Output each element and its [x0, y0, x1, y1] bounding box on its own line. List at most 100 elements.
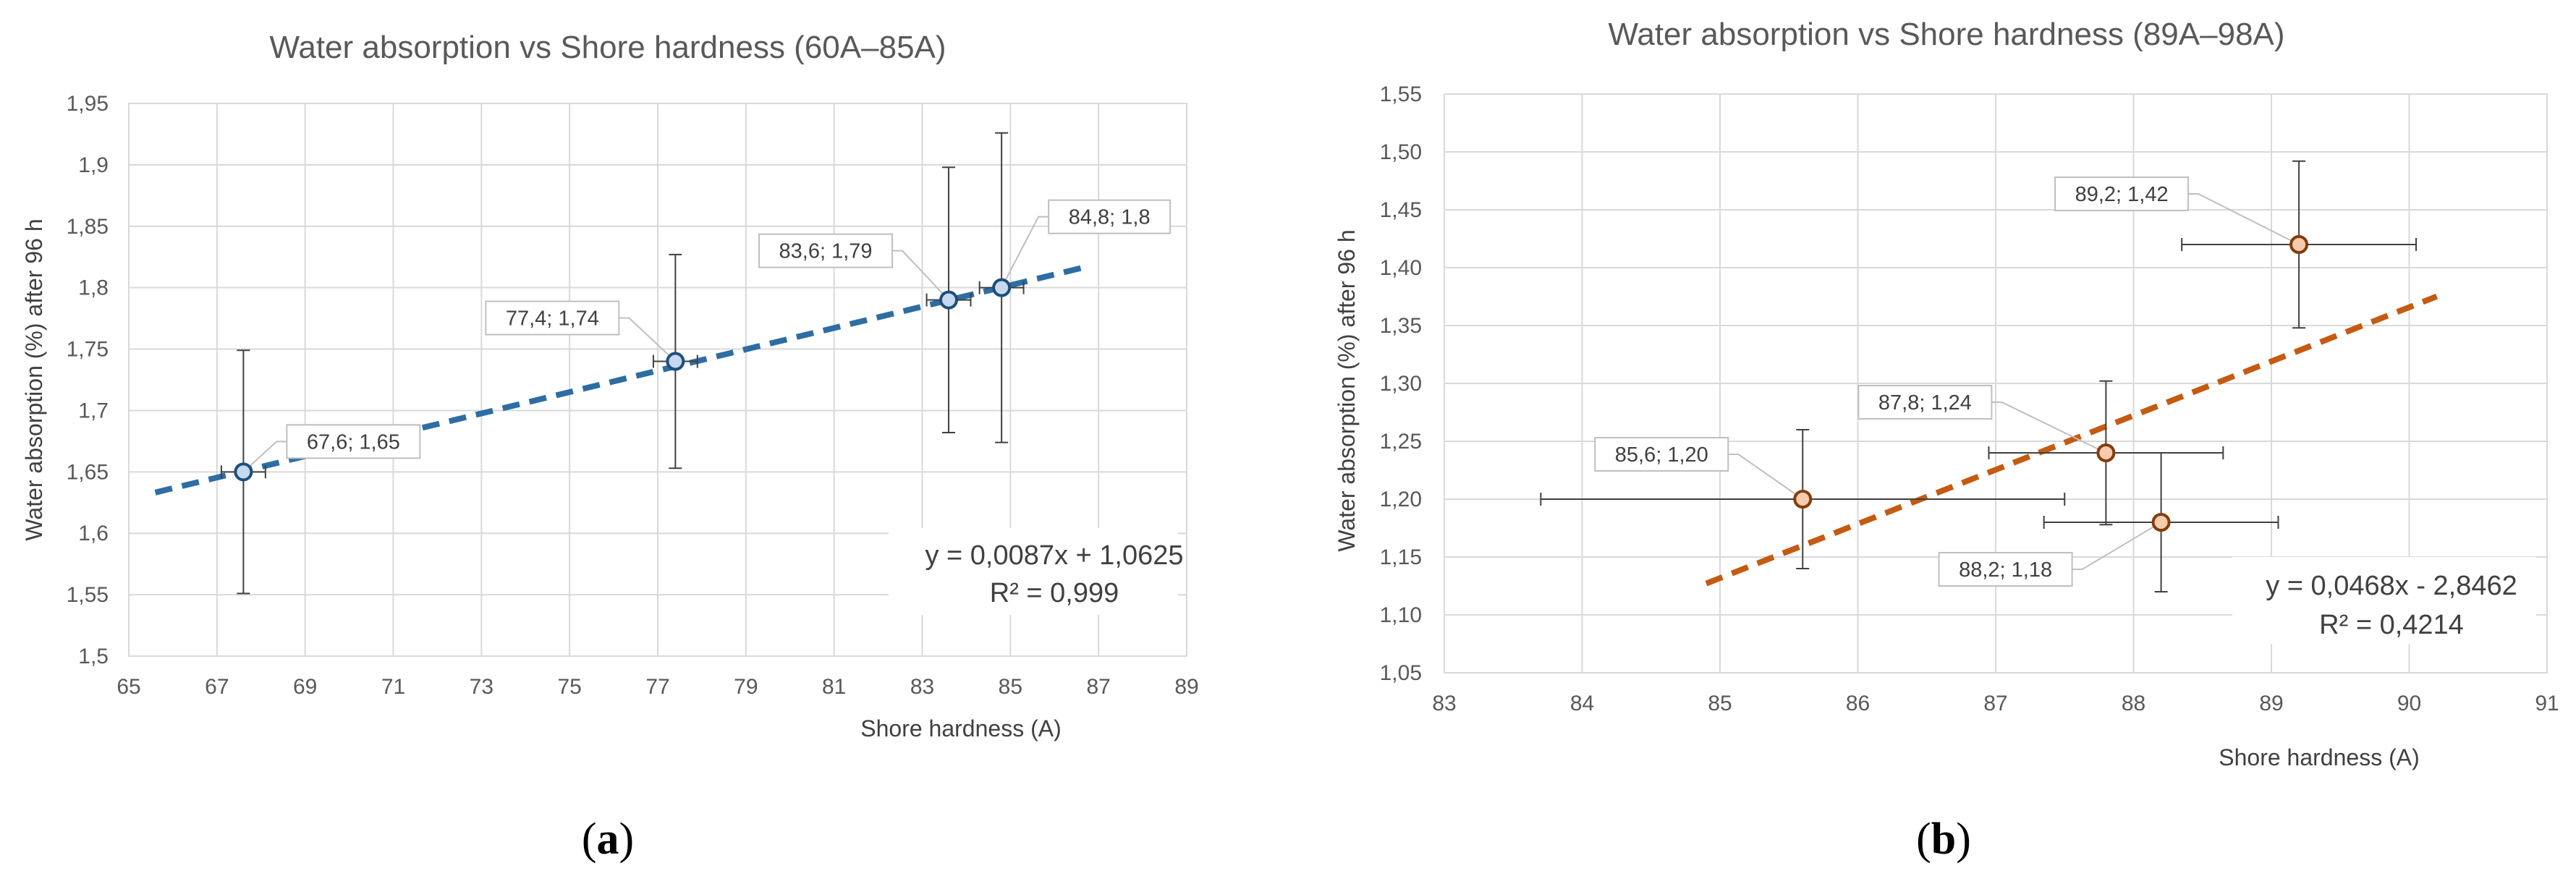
x-tick-label: 75	[557, 675, 581, 699]
data-label: 83,6; 1,79	[779, 240, 873, 263]
label-leader-line	[1991, 401, 2106, 454]
chart-b-x-axis-label: Shore hardness (A)	[2219, 744, 2419, 770]
x-tick-label: 79	[734, 675, 758, 699]
data-label-box	[1048, 199, 1172, 234]
data-label-box	[1857, 385, 1993, 420]
x-tick-label: 77	[645, 675, 669, 699]
chart-a-title: Water absorption vs Shore hardness (60A–…	[269, 30, 946, 65]
chart-b-y-ticks: 1,05 1,10 1,15 1,20 1,25 1,30 1,35 1,40 1,45 1,50…	[1380, 82, 1422, 685]
data-label: 89,2; 1,42	[2075, 183, 2169, 206]
data-point	[2289, 235, 2309, 254]
x-tick-label: 91	[2535, 692, 2559, 715]
chart-b-y-axis-label: Water absorption (%) after 96 h	[1334, 229, 1360, 551]
data-label-box	[1594, 437, 1729, 472]
chart-b-title: Water absorption vs Shore hardness (89A–…	[1608, 17, 2284, 52]
x-tick-label: 87	[1983, 692, 2007, 715]
data-label-box	[758, 233, 894, 268]
x-tick-label: 67	[205, 675, 229, 699]
y-tick-label: 1,30	[1380, 372, 1422, 396]
chart-a-x-ticks: 65 67 69 71 73 75 77 79 81 83 85 87 89	[116, 675, 1198, 699]
x-tick-label: 84	[1570, 692, 1594, 715]
y-tick-label: 1,9	[78, 153, 109, 177]
chart-b-x-ticks: 83 84 85 86 87 88 89 90 91	[1432, 692, 2559, 715]
chart-b-equation: y = 0,0468x - 2,8462	[2266, 571, 2517, 601]
chart-a-equation-box	[889, 528, 1178, 615]
chart-a-y-ticks: 1,5 1,55 1,6 1,65 1,7 1,75 1,8 1,85 1,9 1,95	[67, 92, 109, 668]
chart-a-error-bars	[220, 132, 1025, 595]
data-label-box	[485, 300, 620, 336]
data-label-box	[286, 424, 421, 459]
data-label: 84,8; 1,8	[1069, 206, 1151, 229]
chart-b-data-labels: 85,6; 1,20 87,8; 1,24 88,2; 1,18 89,2; 1,42	[1594, 177, 2190, 587]
chart-b-equation-box	[2232, 557, 2536, 644]
y-tick-label: 1,55	[67, 583, 109, 607]
x-tick-label: 88	[2122, 692, 2145, 715]
x-tick-label: 71	[381, 675, 405, 699]
y-tick-label: 1,5	[78, 645, 109, 668]
y-tick-label: 1,55	[1380, 82, 1422, 106]
chart-a-x-axis-label: Shore hardness (A)	[860, 715, 1061, 741]
data-point	[234, 462, 253, 482]
y-tick-label: 1,7	[78, 399, 109, 422]
label-leader-line	[1001, 216, 1049, 289]
y-tick-label: 1,50	[1380, 140, 1422, 164]
y-tick-label: 1,20	[1380, 488, 1422, 511]
x-tick-label: 83	[910, 675, 934, 699]
data-point	[939, 290, 959, 310]
chart-a-data-labels: 67,6; 1,65 77,4; 1,74 83,6; 1,79 84,8; 1,8	[286, 199, 1172, 459]
y-tick-label: 1,6	[78, 522, 109, 545]
chart-a-trendline	[154, 263, 1090, 496]
data-point	[992, 278, 1012, 297]
data-label: 77,4; 1,74	[506, 307, 599, 331]
label-leader-line	[1728, 454, 1803, 500]
y-tick-label: 1,10	[1380, 603, 1422, 627]
x-tick-label: 81	[822, 675, 846, 699]
data-point	[666, 352, 685, 371]
y-tick-label: 1,75	[67, 338, 109, 362]
x-tick-label: 89	[1174, 675, 1198, 699]
chart-b-points	[1793, 235, 2309, 532]
y-tick-label: 1,85	[67, 215, 109, 239]
y-tick-label: 1,35	[1380, 314, 1422, 338]
data-label-box	[1938, 552, 2073, 587]
label-leader-line	[619, 317, 677, 362]
x-tick-label: 89	[2259, 692, 2283, 715]
chart-b: Water absorption vs Shore hardness (89A–…	[1334, 17, 2559, 864]
y-tick-label: 1,95	[67, 92, 109, 116]
chart-b-r2: R² = 0,4214	[2319, 610, 2464, 640]
x-tick-label: 90	[2397, 692, 2421, 715]
chart-a-caption: (a)	[582, 815, 634, 864]
x-tick-label: 69	[293, 675, 317, 699]
x-tick-label: 85	[1708, 692, 1732, 715]
chart-a-points	[234, 278, 1012, 482]
x-tick-label: 85	[999, 675, 1022, 699]
chart-b-label-leaders	[1728, 193, 2300, 570]
x-tick-label: 86	[1846, 692, 1870, 715]
x-tick-label: 65	[116, 675, 140, 699]
y-tick-label: 1,8	[78, 276, 109, 300]
x-tick-label: 87	[1086, 675, 1110, 699]
chart-a: Water absorption vs Shore hardness (60A–…	[21, 30, 1199, 864]
chart-a-equation: y = 0,0087x + 1,0625	[925, 540, 1183, 571]
chart-a-r2: R² = 0,999	[990, 578, 1119, 608]
y-tick-label: 1,40	[1380, 256, 1422, 280]
y-tick-label: 1,65	[67, 460, 109, 484]
label-leader-line	[892, 250, 949, 301]
chart-a-y-axis-label: Water absorption (%) after 96 h	[21, 218, 47, 540]
label-leader-line	[2072, 522, 2162, 570]
label-leader-line	[242, 441, 287, 473]
chart-b-plot-area	[1444, 93, 2548, 673]
chart-b-error-bars	[1540, 160, 2418, 592]
data-point	[1793, 490, 1813, 509]
y-tick-label: 1,15	[1380, 545, 1422, 569]
data-label: 87,8; 1,24	[1878, 391, 1972, 415]
chart-a-plot-area	[128, 103, 1187, 657]
y-tick-label: 1,25	[1380, 430, 1422, 454]
chart-b-trendline	[1705, 294, 2439, 587]
data-label: 85,6; 1,20	[1615, 443, 1708, 467]
chart-a-label-leaders	[242, 216, 1049, 473]
data-label: 67,6; 1,65	[307, 430, 400, 454]
y-tick-label: 1,45	[1380, 198, 1422, 222]
label-leader-line	[2188, 193, 2300, 245]
